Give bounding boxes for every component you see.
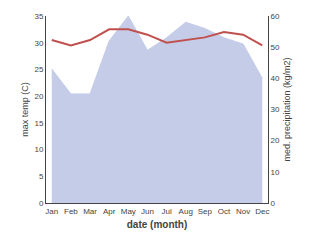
svg-text:Feb: Feb [64,207,78,216]
svg-text:60: 60 [271,12,280,21]
svg-text:Jun: Jun [141,207,154,216]
svg-text:Nov: Nov [236,207,250,216]
svg-text:Sep: Sep [198,207,213,216]
svg-text:Aug: Aug [179,207,193,216]
svg-text:5: 5 [39,172,44,181]
svg-text:Jul: Jul [161,207,171,216]
svg-text:20: 20 [271,136,280,145]
svg-text:15: 15 [34,119,43,128]
svg-text:0: 0 [39,199,44,208]
svg-text:40: 40 [271,74,280,83]
svg-text:Dec: Dec [255,207,269,216]
svg-text:50: 50 [271,43,280,52]
svg-text:Mar: Mar [83,207,97,216]
svg-text:Oct: Oct [218,207,231,216]
svg-text:30: 30 [34,39,43,48]
svg-text:10: 10 [271,168,280,177]
svg-text:10: 10 [34,145,43,154]
svg-text:May: May [121,207,136,216]
svg-text:Jan: Jan [45,207,58,216]
svg-text:Apr: Apr [103,207,116,216]
svg-text:25: 25 [34,65,43,74]
svg-text:max temp (C): max temp (C) [20,82,30,137]
svg-text:20: 20 [34,92,43,101]
svg-text:date (month): date (month) [127,219,188,230]
svg-text:35: 35 [34,12,43,21]
svg-text:30: 30 [271,105,280,114]
svg-text:0: 0 [271,199,276,208]
svg-text:med. precipitation (kg/m2): med. precipitation (kg/m2) [282,57,292,161]
